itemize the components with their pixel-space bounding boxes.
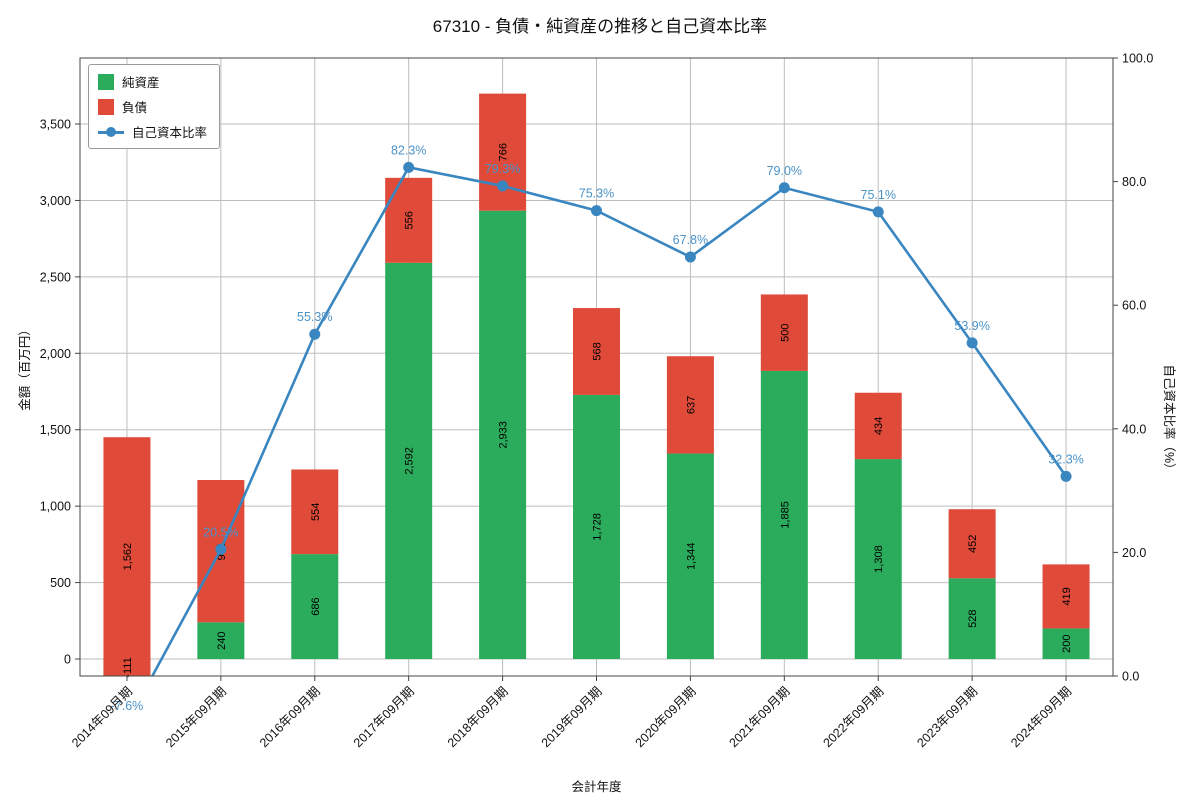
svg-text:2023年09月期: 2023年09月期: [914, 684, 980, 750]
svg-text:2,592: 2,592: [404, 447, 416, 475]
svg-text:2022年09月期: 2022年09月期: [820, 684, 886, 750]
svg-text:528: 528: [967, 609, 979, 627]
svg-text:2024年09月期: 2024年09月期: [1008, 684, 1074, 750]
svg-text:0: 0: [64, 653, 71, 667]
svg-text:32.3%: 32.3%: [1048, 452, 1083, 466]
svg-text:2,000: 2,000: [40, 347, 71, 361]
svg-text:75.1%: 75.1%: [861, 188, 896, 202]
svg-text:80.0: 80.0: [1122, 175, 1146, 189]
x-axis-label: 会計年度: [571, 780, 622, 794]
svg-text:2,500: 2,500: [40, 270, 71, 284]
svg-text:2021年09月期: 2021年09月期: [727, 684, 793, 750]
svg-text:1,562: 1,562: [122, 543, 134, 571]
svg-text:637: 637: [685, 396, 697, 414]
svg-text:1,308: 1,308: [873, 545, 885, 573]
legend-label-equity: 純資産: [122, 76, 160, 90]
svg-text:2020年09月期: 2020年09月期: [633, 684, 699, 750]
legend-item-equity: 純資産: [98, 72, 207, 91]
svg-text:500: 500: [779, 323, 791, 341]
svg-text:-7.6%: -7.6%: [111, 699, 144, 713]
axes-spines-and-ticks: [75, 57, 1118, 681]
svg-text:500: 500: [50, 576, 71, 590]
svg-text:0.0: 0.0: [1122, 670, 1139, 684]
y-axis-right-label: 自己資本比率（%）: [1162, 364, 1176, 476]
svg-text:67.8%: 67.8%: [673, 233, 708, 247]
svg-text:1,885: 1,885: [779, 501, 791, 529]
svg-text:2015年09月期: 2015年09月期: [163, 684, 229, 750]
ratio-point-labels: -7.6% 20.5% 55.3% 82.3% 79.3% 75.3% 67.8% 79.0%…: [111, 143, 1084, 713]
svg-text:60.0: 60.0: [1122, 299, 1146, 313]
y-axis-left-label: 金額（百万円）: [18, 323, 32, 411]
svg-text:766: 766: [498, 143, 510, 161]
svg-text:240: 240: [216, 631, 228, 649]
svg-text:3,000: 3,000: [40, 194, 71, 208]
svg-text:1,000: 1,000: [40, 500, 71, 514]
svg-text:2019年09月期: 2019年09月期: [539, 684, 605, 750]
svg-text:686: 686: [310, 597, 322, 615]
svg-text:2018年09月期: 2018年09月期: [445, 684, 511, 750]
svg-text:452: 452: [967, 535, 979, 553]
svg-text:2014年09月期: 2014年09月期: [69, 684, 135, 750]
svg-text:568: 568: [592, 342, 604, 360]
ratio-line-swatch-icon: [98, 124, 124, 140]
debt-swatch-icon: [98, 98, 114, 115]
svg-text:55.3%: 55.3%: [297, 310, 332, 324]
svg-text:2,933: 2,933: [498, 421, 510, 449]
chart-title: 67310 - 負債・純資産の推移と自己資本比率: [432, 17, 768, 36]
legend-item-debt: 負債: [98, 97, 207, 116]
svg-text:100.0: 100.0: [1122, 52, 1153, 66]
svg-text:53.9%: 53.9%: [954, 319, 989, 333]
stacked-bars: [103, 93, 1090, 676]
chart-legend: 純資産 負債 自己資本比率: [88, 64, 221, 149]
svg-text:434: 434: [873, 417, 885, 435]
svg-text:3,500: 3,500: [40, 118, 71, 132]
legend-label-ratio: 自己資本比率: [132, 126, 208, 140]
svg-text:82.3%: 82.3%: [391, 143, 426, 157]
svg-text:1,500: 1,500: [40, 423, 71, 437]
svg-text:-111: -111: [122, 657, 134, 677]
svg-text:2016年09月期: 2016年09月期: [257, 684, 323, 750]
legend-label-debt: 負債: [122, 101, 148, 115]
svg-text:1,728: 1,728: [592, 513, 604, 541]
svg-text:20.5%: 20.5%: [203, 525, 238, 539]
svg-text:40.0: 40.0: [1122, 422, 1146, 436]
svg-text:75.3%: 75.3%: [579, 187, 614, 201]
svg-text:554: 554: [310, 503, 322, 521]
svg-text:79.3%: 79.3%: [485, 162, 520, 176]
svg-text:2017年09月期: 2017年09月期: [351, 684, 417, 750]
bar-value-labels: -1111,5622409316865542,5925562,9337661,7…: [122, 143, 1073, 678]
legend-item-ratio: 自己資本比率: [98, 122, 207, 141]
svg-text:200: 200: [1061, 635, 1073, 653]
equity-swatch-icon: [98, 73, 114, 90]
svg-text:20.0: 20.0: [1122, 546, 1146, 560]
svg-text:419: 419: [1061, 587, 1073, 605]
ratio-line: [150, 161, 1072, 676]
svg-text:556: 556: [404, 211, 416, 229]
svg-text:1,344: 1,344: [685, 543, 697, 571]
svg-text:79.0%: 79.0%: [767, 164, 802, 178]
